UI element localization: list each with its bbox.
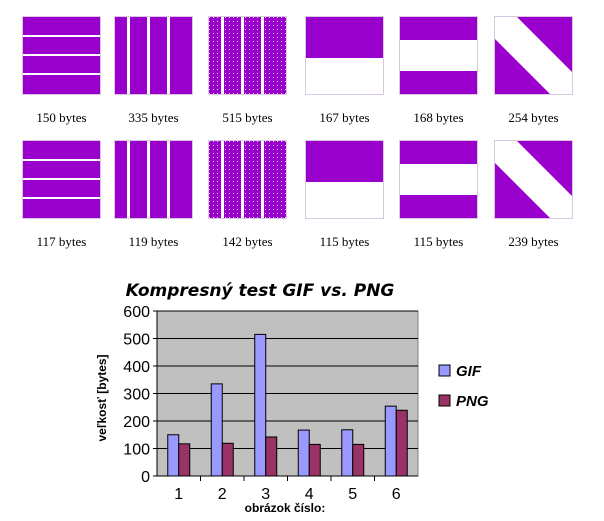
legend-swatch-png	[438, 394, 451, 407]
tile-gallery: 150 bytes 335 bytes 515 bytes 167 bytes 168 …	[0, 0, 604, 260]
pattern-tile-horizontal-lines	[22, 16, 101, 95]
y-tick-label: 200	[123, 414, 150, 431]
chart-title: Kompresný test GIF vs. PNG	[126, 281, 395, 301]
legend: GIF PNG	[438, 363, 489, 410]
bar-gif-2	[210, 383, 223, 477]
legend-swatch-gif	[438, 364, 451, 377]
tile-size-label: 335 bytes	[128, 110, 179, 125]
tile-size-label: 239 bytes	[508, 234, 559, 249]
y-tick-label: 0	[141, 469, 150, 486]
bar-png-1	[178, 443, 191, 477]
bar-gif-5	[341, 429, 354, 477]
x-tick-label: 4	[305, 486, 314, 503]
pattern-tile-diagonal-stripe	[494, 16, 573, 95]
x-tick-label: 5	[348, 486, 357, 503]
tile-size-label: 142 bytes	[222, 234, 273, 249]
bar-png-6	[395, 409, 408, 477]
y-tick-label: 600	[123, 304, 150, 321]
compression-chart: Kompresný test GIF vs. PNG 0 100 200 300 400…	[95, 281, 489, 515]
tile-size-label: 168 bytes	[413, 110, 464, 125]
tile-size-label: 515 bytes	[222, 110, 273, 125]
tile-size-label: 167 bytes	[319, 110, 370, 125]
x-axis-label: obrázok číslo:	[245, 501, 326, 515]
y-tick-label: 500	[123, 332, 150, 349]
bar-gif-1	[167, 434, 180, 477]
legend-label-png: PNG	[456, 393, 489, 410]
pattern-tile-vertical-lines	[114, 16, 193, 95]
bar-png-3	[265, 436, 278, 477]
pattern-tile-horizontal-lines	[22, 140, 101, 219]
y-tick-label: 300	[123, 387, 150, 404]
bar-png-5	[352, 443, 365, 477]
y-tick-label: 400	[123, 359, 150, 376]
pattern-tile-horizontal-band	[399, 140, 478, 219]
tile-size-label: 254 bytes	[508, 110, 559, 125]
tile-size-label: 117 bytes	[36, 234, 87, 249]
pattern-tile-top-block	[305, 140, 384, 219]
pattern-tile-horizontal-band	[399, 16, 478, 95]
y-axis-label: veľkosť [bytes]	[95, 354, 109, 441]
bar-png-4	[308, 443, 321, 477]
bar-png-2	[221, 442, 234, 477]
plot-area: 0 100 200 300 400 500 600 1 2 3 4 5 6	[123, 304, 419, 503]
pattern-tile-dotted-vertical	[208, 16, 287, 95]
tile-size-label: 115 bytes	[413, 234, 464, 249]
tile-size-label: 115 bytes	[319, 234, 370, 249]
x-tick-label: 1	[174, 486, 183, 503]
bar-gif-4	[297, 429, 310, 477]
x-tick-label: 3	[261, 486, 270, 503]
pattern-tile-dotted-vertical	[208, 140, 287, 219]
y-tick-label: 100	[123, 442, 150, 459]
pattern-tile-diagonal-stripe	[494, 140, 573, 219]
legend-label-gif: GIF	[456, 363, 482, 380]
tile-size-label: 150 bytes	[36, 110, 87, 125]
bar-gif-6	[384, 405, 397, 477]
pattern-tile-vertical-lines	[114, 140, 193, 219]
pattern-tile-top-block	[305, 16, 384, 95]
x-tick-label: 6	[392, 486, 401, 503]
x-tick-label: 2	[218, 486, 227, 503]
tile-size-label: 119 bytes	[128, 234, 179, 249]
bar-gif-3	[254, 333, 267, 477]
